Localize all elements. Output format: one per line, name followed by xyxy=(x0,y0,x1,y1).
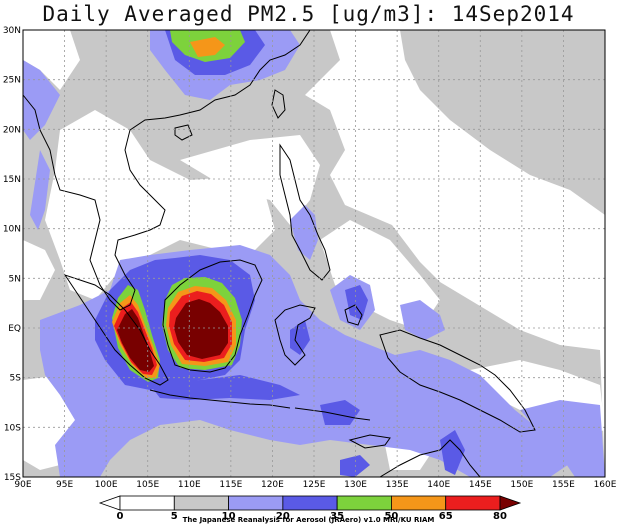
colorbar-level-label: 5 xyxy=(171,511,178,522)
colorbar-level-label: 10 xyxy=(222,511,236,522)
coastline-timor xyxy=(348,434,391,449)
lon-tick-label: 100E xyxy=(95,480,118,490)
colorbar-bin xyxy=(119,495,175,511)
darkred-region-sumatra xyxy=(117,309,154,372)
lat-tick-label: 25N xyxy=(3,76,21,86)
colorbar-level-label: 65 xyxy=(439,511,453,522)
lat-tick-label: 5N xyxy=(9,274,21,284)
map-title: Daily Averaged PM2.5 [ug/m3]: 14Sep2014 xyxy=(42,2,575,26)
coastline-taiwan xyxy=(271,89,286,119)
lon-tick-label: 150E xyxy=(510,480,533,490)
blue-region-south-1 xyxy=(320,400,360,425)
colorbar-level-label: 20 xyxy=(276,511,290,522)
lat-tick-label: 5S xyxy=(10,374,22,384)
lon-tick-label: 130E xyxy=(344,480,367,490)
grid-lines xyxy=(23,30,605,477)
credit-text: The Japanese Reanalysis for Aerosol (JRA… xyxy=(182,516,435,524)
orange-region-china xyxy=(190,37,225,57)
lat-tick-label: EQ xyxy=(8,324,21,334)
lightblue-region-nw xyxy=(23,60,60,140)
coastline-australia xyxy=(379,439,481,477)
colorbar-level-label: 50 xyxy=(384,511,398,522)
colorbar-bin xyxy=(228,495,284,511)
coastline-hainan xyxy=(174,124,193,141)
lat-tick-label: 10S xyxy=(4,423,21,433)
colorbar-level-label: 35 xyxy=(330,511,344,522)
white-region-scs xyxy=(180,135,320,225)
lon-tick-label: 115E xyxy=(219,480,242,490)
colorbar-left-arrow xyxy=(98,495,121,511)
colorbar-bin xyxy=(391,495,447,511)
blue-region-sulawesi xyxy=(290,320,310,355)
coastline-asia-mainland xyxy=(23,30,311,311)
colorbar-bin xyxy=(445,495,501,511)
blue-region-java-sea xyxy=(150,375,300,400)
lon-tick-label: 160E xyxy=(594,480,617,490)
lat-tick-label: 20N xyxy=(3,125,21,135)
coastline-sulawesi xyxy=(274,304,316,366)
plot-frame xyxy=(22,29,606,478)
coastline-philippines xyxy=(279,143,331,281)
coastline-borneo xyxy=(162,259,263,373)
lightblue-region-east-sea xyxy=(400,300,445,340)
lon-tick-label: 95E xyxy=(56,480,73,490)
colorbar-bin xyxy=(173,495,229,511)
lat-tick-label: 30N xyxy=(3,26,21,36)
lon-tick-label: 120E xyxy=(261,480,284,490)
coastline-java xyxy=(149,389,291,409)
colorbar: 0 5 10 20 35 50 65 80 xyxy=(98,495,522,522)
lon-tick-label: 105E xyxy=(136,480,159,490)
colorbar-level-label: 0 xyxy=(117,511,124,522)
lat-tick-label: 15S xyxy=(4,473,21,483)
darkred-region-borneo xyxy=(174,299,228,359)
colorbar-bin xyxy=(282,495,338,511)
lon-tick-label: 140E xyxy=(427,480,450,490)
blue-region-south-2 xyxy=(440,430,465,475)
latitude-labels: 30N 25N 20N 15N 10N 5N EQ 5S 10S 15S xyxy=(3,26,21,483)
white-region-nw xyxy=(23,30,80,90)
coastlines xyxy=(23,30,536,477)
colorbar-bin xyxy=(336,495,392,511)
lon-tick-label: 110E xyxy=(178,480,201,490)
lon-tick-label: 145E xyxy=(469,480,492,490)
lightblue-region-se xyxy=(520,400,605,477)
colorbar-right-arrow xyxy=(499,495,522,511)
lon-tick-label: 155E xyxy=(552,480,575,490)
lightblue-region-laos xyxy=(30,150,50,230)
longitude-labels: 90E 95E 100E 105E 110E 115E 120E 125E 130E 135E 14… xyxy=(14,480,616,490)
gray-region-ne xyxy=(400,30,605,215)
lon-tick-label: 90E xyxy=(14,480,31,490)
pm25-field xyxy=(23,30,605,477)
coastline-new-guinea xyxy=(379,329,536,433)
lat-tick-label: 15N xyxy=(3,175,21,185)
colorbar-level-label: 80 xyxy=(493,511,507,522)
coastline-maluku xyxy=(344,304,363,326)
coastline-lesser-sunda xyxy=(294,407,371,421)
lon-tick-label: 125E xyxy=(303,480,326,490)
lon-tick-label: 135E xyxy=(386,480,409,490)
blue-region-east xyxy=(345,285,368,320)
lat-tick-label: 10N xyxy=(3,225,21,235)
white-region-west xyxy=(23,240,55,300)
blue-region-timor xyxy=(340,455,370,477)
coastline-sumatra xyxy=(63,274,169,386)
